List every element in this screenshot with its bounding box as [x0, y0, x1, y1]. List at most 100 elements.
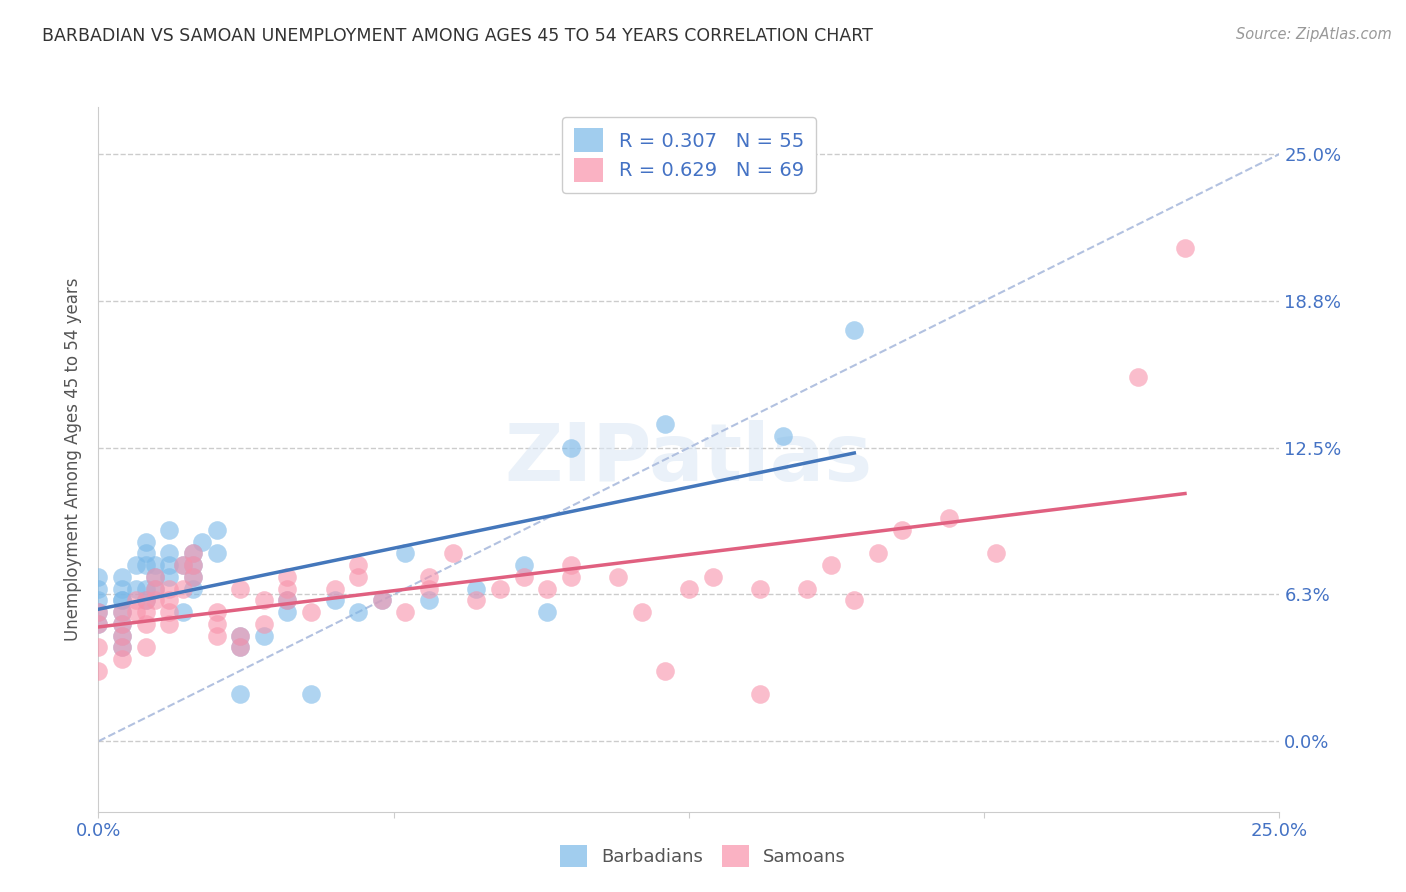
Point [512, 570, 534, 584]
Point [844, 593, 866, 607]
Point [418, 593, 440, 607]
Point [630, 605, 652, 619]
Point [143, 570, 166, 584]
Point [418, 582, 440, 596]
Point [489, 582, 512, 596]
Point [465, 593, 488, 607]
Point [87, 593, 110, 607]
Point [125, 593, 148, 607]
Point [111, 605, 134, 619]
Point [276, 582, 298, 596]
Point [323, 582, 346, 596]
Point [418, 570, 440, 584]
Point [323, 593, 346, 607]
Point [678, 582, 700, 596]
Point [157, 523, 180, 537]
Point [125, 582, 148, 596]
Text: Source: ZipAtlas.com: Source: ZipAtlas.com [1236, 27, 1392, 42]
Point [205, 628, 228, 642]
Point [536, 605, 558, 619]
Point [181, 570, 204, 584]
Point [111, 640, 134, 655]
Point [229, 640, 252, 655]
Point [276, 570, 298, 584]
Point [347, 570, 370, 584]
Point [253, 628, 276, 642]
Point [111, 628, 134, 642]
Point [135, 546, 157, 560]
Point [143, 593, 166, 607]
Point [135, 640, 157, 655]
Point [135, 558, 157, 573]
Point [654, 417, 676, 431]
Point [229, 582, 252, 596]
Legend: R = 0.307   N = 55, R = 0.629   N = 69: R = 0.307 N = 55, R = 0.629 N = 69 [562, 117, 815, 194]
Point [143, 582, 166, 596]
Point [536, 582, 558, 596]
Point [125, 605, 148, 619]
Point [276, 593, 298, 607]
Point [135, 582, 157, 596]
Point [135, 605, 157, 619]
Point [205, 523, 228, 537]
Point [229, 628, 252, 642]
Point [276, 593, 298, 607]
Point [205, 605, 228, 619]
Point [111, 582, 134, 596]
Point [143, 582, 166, 596]
Point [111, 616, 134, 631]
Point [772, 429, 794, 443]
Point [866, 546, 889, 560]
Point [394, 546, 416, 560]
Point [181, 558, 204, 573]
Point [347, 605, 370, 619]
Point [890, 523, 912, 537]
Point [394, 605, 416, 619]
Point [87, 616, 110, 631]
Point [111, 593, 134, 607]
Point [181, 546, 204, 560]
Point [172, 605, 194, 619]
Legend: Barbadians, Samoans: Barbadians, Samoans [553, 838, 853, 874]
Point [87, 616, 110, 631]
Point [87, 582, 110, 596]
Point [181, 546, 204, 560]
Point [371, 593, 394, 607]
Point [157, 605, 180, 619]
Point [135, 593, 157, 607]
Point [820, 558, 842, 573]
Point [181, 558, 204, 573]
Point [143, 558, 166, 573]
Point [87, 664, 110, 678]
Point [702, 570, 724, 584]
Point [157, 558, 180, 573]
Point [560, 441, 582, 455]
Point [441, 546, 464, 560]
Point [654, 664, 676, 678]
Point [465, 582, 488, 596]
Point [1174, 241, 1197, 255]
Point [560, 570, 582, 584]
Text: ZIPatlas: ZIPatlas [505, 420, 873, 499]
Point [560, 558, 582, 573]
Point [157, 593, 180, 607]
Point [157, 616, 180, 631]
Point [984, 546, 1007, 560]
Point [87, 605, 110, 619]
Point [111, 652, 134, 666]
Point [607, 570, 630, 584]
Point [172, 558, 194, 573]
Point [1126, 370, 1149, 384]
Point [135, 616, 157, 631]
Point [938, 511, 960, 525]
Point [111, 628, 134, 642]
Point [512, 558, 534, 573]
Point [111, 605, 134, 619]
Point [172, 582, 194, 596]
Point [135, 534, 157, 549]
Point [371, 593, 394, 607]
Point [205, 616, 228, 631]
Point [172, 558, 194, 573]
Point [157, 546, 180, 560]
Point [181, 582, 204, 596]
